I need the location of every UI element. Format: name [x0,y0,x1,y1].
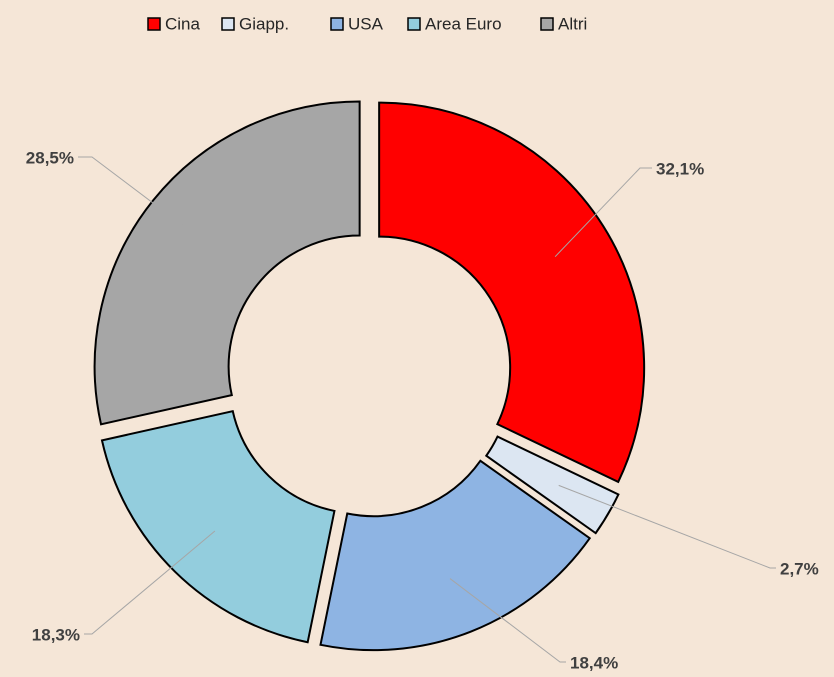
legend-swatch [221,17,235,31]
leader-line [554,167,652,258]
donut-segment [319,459,592,652]
leader-line [78,156,198,237]
legend-label: Area Euro [425,14,502,33]
legend-swatch [330,17,344,31]
legend-swatch [540,17,554,31]
leader-line [84,530,216,635]
legend-label: Altri [558,14,587,33]
value-label: 32,1% [656,159,704,178]
donut-segment [484,435,620,535]
leader-line [558,484,776,569]
value-label: 18,3% [32,625,80,644]
legend-label: Giapp. [239,14,289,33]
donut-segment [93,100,361,426]
legend-swatch [407,17,421,31]
legend-label: Cina [165,14,201,33]
legend-swatch [147,17,161,31]
legend-label: USA [348,14,384,33]
value-label: 2,7% [780,559,819,578]
leader-line [449,578,566,663]
value-label: 18,4% [570,653,618,672]
donut-segment [378,101,646,484]
donut-segment [100,409,336,644]
value-label: 28,5% [26,148,74,167]
